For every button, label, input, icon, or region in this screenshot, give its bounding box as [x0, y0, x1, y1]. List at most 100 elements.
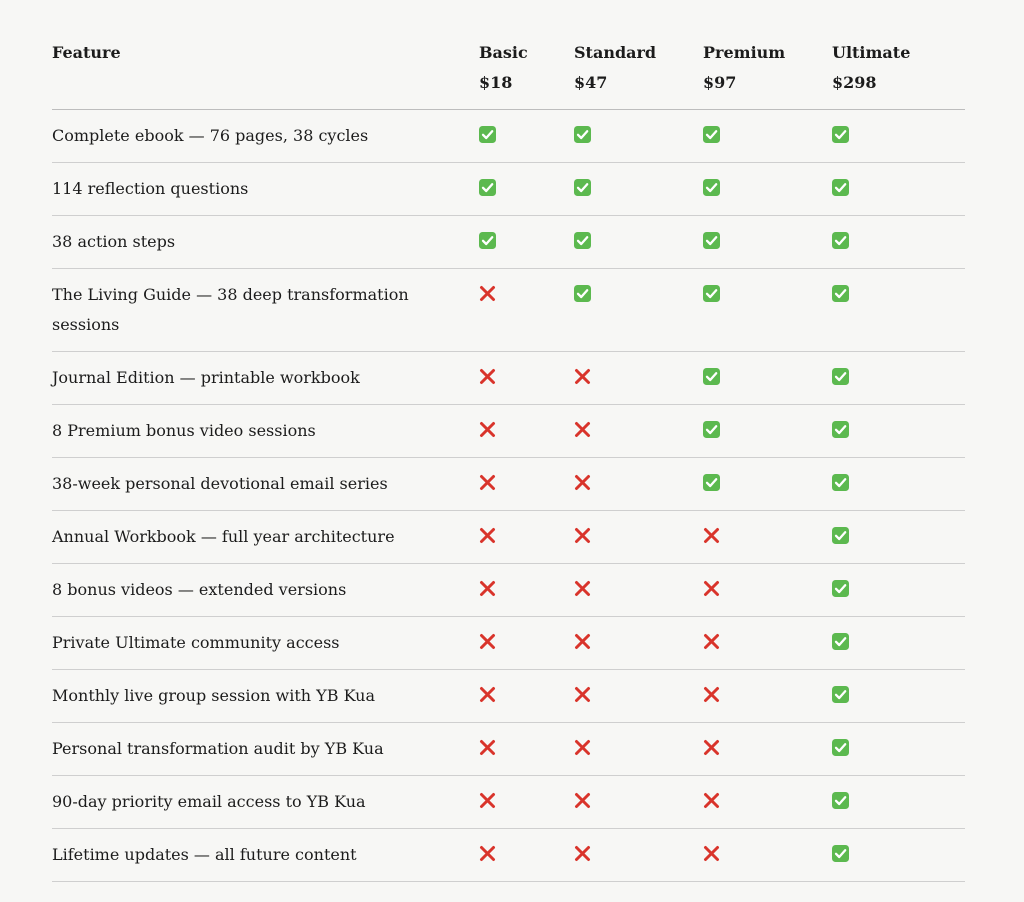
check-mark-button-icon — [703, 368, 720, 385]
feature-comparison-table: Feature Basic $18 Standard $47 Premium $… — [52, 38, 965, 882]
cell-standard — [574, 828, 703, 882]
check-mark-button-icon — [703, 474, 720, 491]
cell-standard — [574, 616, 703, 670]
feature-name: Journal Edition — printable workbook — [52, 351, 479, 405]
cross-mark-icon — [479, 285, 496, 302]
cell-basic — [479, 775, 574, 829]
cross-mark-icon — [703, 527, 720, 544]
cell-standard — [574, 215, 703, 269]
plan-price: $298 — [832, 73, 877, 92]
check-mark-button-icon — [479, 232, 496, 249]
cell-premium — [703, 268, 832, 352]
feature-name: Personal transformation audit by YB Kua — [52, 722, 479, 776]
cell-premium — [703, 162, 832, 216]
cell-standard — [574, 775, 703, 829]
check-mark-button-icon — [703, 179, 720, 196]
cell-ultimate — [832, 162, 965, 216]
cell-standard — [574, 669, 703, 723]
plan-header-premium: Premium $97 — [703, 38, 832, 110]
cross-mark-icon — [479, 633, 496, 650]
feature-name: Lifetime updates — all future content — [52, 828, 479, 882]
table-body: Complete ebook — 76 pages, 38 cycles 114 … — [52, 109, 965, 882]
cell-ultimate — [832, 775, 965, 829]
feature-name: Monthly live group session with YB Kua — [52, 669, 479, 723]
check-mark-button-icon — [832, 739, 849, 756]
cell-standard — [574, 109, 703, 163]
cross-mark-icon — [479, 686, 496, 703]
cell-premium — [703, 616, 832, 670]
cell-ultimate — [832, 722, 965, 776]
check-mark-button-icon — [832, 845, 849, 862]
cell-standard — [574, 563, 703, 617]
cell-ultimate — [832, 268, 965, 352]
cell-standard — [574, 457, 703, 511]
cell-basic — [479, 215, 574, 269]
cell-basic — [479, 109, 574, 163]
check-mark-button-icon — [832, 179, 849, 196]
cross-mark-icon — [479, 527, 496, 544]
cell-ultimate — [832, 828, 965, 882]
cross-mark-icon — [574, 527, 591, 544]
table-row: 90-day priority email access to YB Kua — [52, 775, 965, 829]
feature-name: 114 reflection questions — [52, 162, 479, 216]
plan-header-standard: Standard $47 — [574, 38, 703, 110]
check-mark-button-icon — [479, 179, 496, 196]
cell-premium — [703, 722, 832, 776]
table-row: 38-week personal devotional email series — [52, 457, 965, 511]
cell-basic — [479, 722, 574, 776]
check-mark-button-icon — [832, 368, 849, 385]
table-row: Annual Workbook — full year architecture — [52, 510, 965, 564]
plan-price: $97 — [703, 73, 737, 92]
pricing-comparison: Feature Basic $18 Standard $47 Premium $… — [52, 38, 965, 882]
plan-header-basic: Basic $18 — [479, 38, 574, 110]
cell-basic — [479, 510, 574, 564]
cell-basic — [479, 828, 574, 882]
table-row: Personal transformation audit by YB Kua — [52, 722, 965, 776]
check-mark-button-icon — [832, 686, 849, 703]
cell-standard — [574, 404, 703, 458]
cross-mark-icon — [574, 845, 591, 862]
cell-premium — [703, 215, 832, 269]
cell-ultimate — [832, 510, 965, 564]
cell-premium — [703, 563, 832, 617]
check-mark-button-icon — [479, 126, 496, 143]
cell-premium — [703, 669, 832, 723]
check-mark-button-icon — [574, 232, 591, 249]
check-mark-button-icon — [832, 232, 849, 249]
cell-premium — [703, 828, 832, 882]
cross-mark-icon — [703, 686, 720, 703]
cell-ultimate — [832, 404, 965, 458]
cross-mark-icon — [574, 633, 591, 650]
feature-header-label: Feature — [52, 43, 121, 62]
plan-name: Premium — [703, 43, 786, 62]
cross-mark-icon — [574, 686, 591, 703]
cell-basic — [479, 268, 574, 352]
check-mark-button-icon — [703, 232, 720, 249]
cross-mark-icon — [703, 792, 720, 809]
cell-basic — [479, 563, 574, 617]
check-mark-button-icon — [832, 126, 849, 143]
cell-ultimate — [832, 351, 965, 405]
check-mark-button-icon — [832, 633, 849, 650]
table-row: Journal Edition — printable workbook — [52, 351, 965, 405]
check-mark-button-icon — [832, 285, 849, 302]
feature-name: Annual Workbook — full year architecture — [52, 510, 479, 564]
plan-price: $18 — [479, 73, 513, 92]
cross-mark-icon — [574, 580, 591, 597]
plan-name: Ultimate — [832, 43, 911, 62]
plan-header-ultimate: Ultimate $298 — [832, 38, 965, 110]
cross-mark-icon — [479, 792, 496, 809]
cross-mark-icon — [479, 739, 496, 756]
cross-mark-icon — [703, 633, 720, 650]
feature-name: 38 action steps — [52, 215, 479, 269]
table-row: Monthly live group session with YB Kua — [52, 669, 965, 723]
feature-name: 8 bonus videos — extended versions — [52, 563, 479, 617]
cross-mark-icon — [574, 739, 591, 756]
cross-mark-icon — [479, 580, 496, 597]
cross-mark-icon — [479, 368, 496, 385]
cross-mark-icon — [574, 368, 591, 385]
cell-premium — [703, 457, 832, 511]
check-mark-button-icon — [703, 285, 720, 302]
cell-premium — [703, 775, 832, 829]
check-mark-button-icon — [574, 126, 591, 143]
